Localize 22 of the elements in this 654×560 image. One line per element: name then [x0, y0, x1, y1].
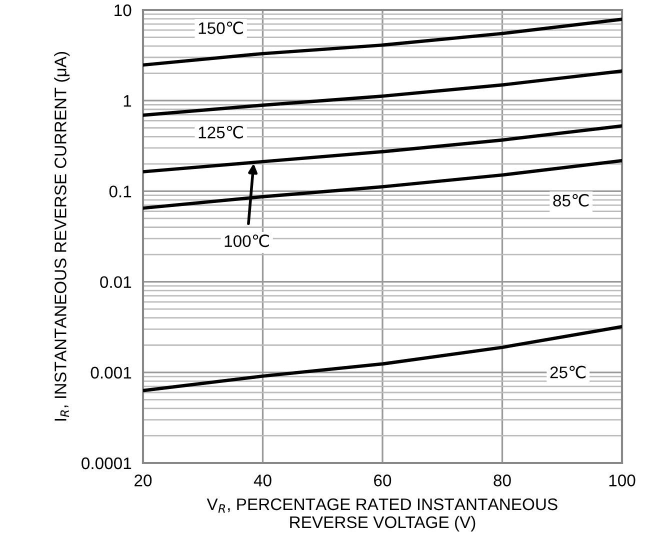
line-series: [143, 69, 622, 117]
x-axis-title: V$_{R}$, PERCENTAGE RATED INSTANTANEOUS REVERSE VOLTAGE (V): [206, 498, 558, 532]
line-series: [143, 18, 622, 67]
annotation: 100℃: [224, 234, 269, 248]
line-series: [143, 124, 622, 174]
y-tick-label: 0.0001: [82, 457, 132, 470]
y-tick-label: 10: [114, 4, 132, 16]
x-tick-label: 80: [494, 474, 511, 486]
annotation: 85℃: [553, 194, 589, 207]
annotation: 25℃: [550, 366, 586, 378]
y-axis-title: I$_{R}$, INSTANTANEOUS REVERSE CURRENT (μA): [54, 52, 70, 421]
x-tick-label: 60: [374, 474, 392, 486]
x-tick-label: 100: [609, 474, 636, 486]
x-tick-label: 20: [134, 474, 152, 486]
annotation: 125℃: [198, 126, 243, 138]
y-tick-label: 0.01: [100, 276, 132, 288]
y-tick-label: 0.001: [90, 366, 132, 379]
y-tick-label: 0.1: [109, 186, 132, 198]
x-tick-label: 40: [254, 474, 272, 486]
line-series: [143, 324, 622, 392]
y-tick-label: 1: [124, 95, 132, 107]
annotation: 150℃: [198, 22, 243, 34]
